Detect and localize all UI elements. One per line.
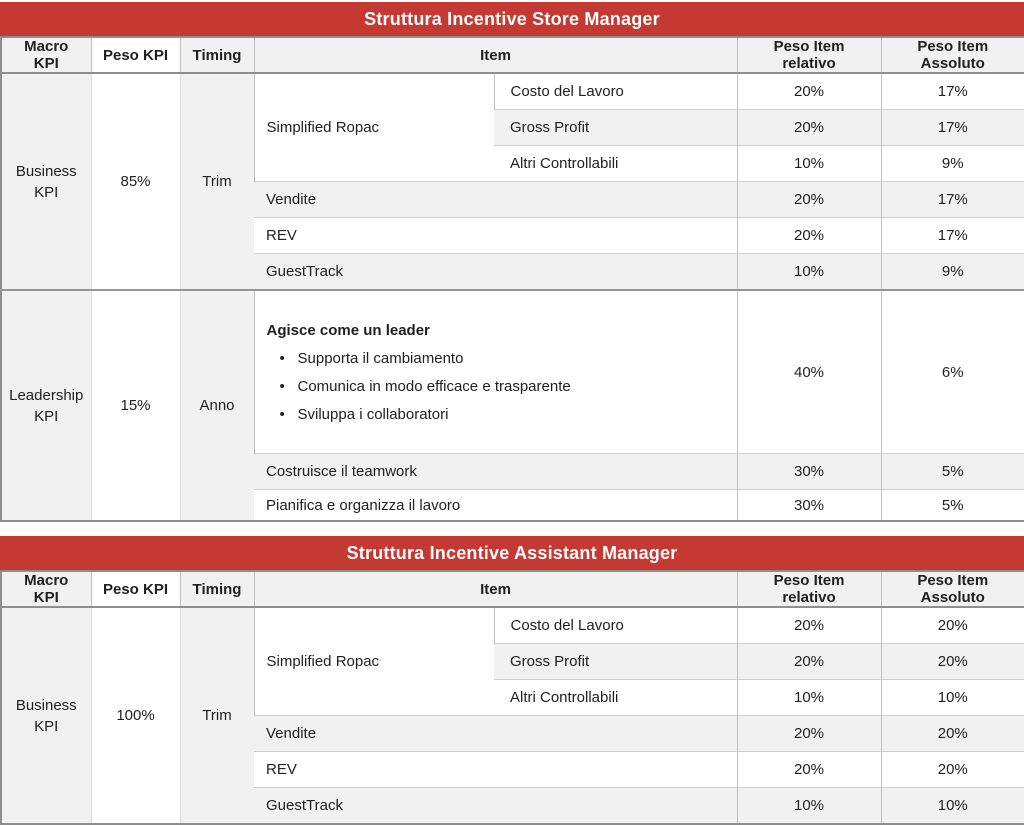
table-row: REV 20% 20%	[1, 751, 1024, 788]
table-row: Vendite 20% 17%	[1, 181, 1024, 218]
peso-assoluto-cell: 5%	[880, 453, 1024, 490]
item-cell: REV	[254, 217, 737, 254]
column-header-peso-item-relativo: Peso Item relativo	[736, 571, 881, 608]
table-row: REV 20% 17%	[1, 217, 1024, 254]
peso-assoluto-cell: 10%	[880, 787, 1024, 824]
column-header-timing: Timing	[179, 37, 254, 74]
peso-assoluto-cell: 17%	[880, 181, 1024, 218]
table-row: Altri Controllabili 10% 9%	[1, 145, 1024, 182]
peso-assoluto-cell: 17%	[880, 72, 1024, 110]
sub-item-cell: Gross Profit	[494, 109, 737, 146]
column-header-timing: Timing	[179, 571, 254, 608]
sub-item-cell: Gross Profit	[494, 643, 737, 680]
peso-relativo-cell: 10%	[736, 253, 881, 290]
peso-relativo-cell: 10%	[736, 679, 881, 716]
peso-kpi-cell: 15%	[90, 289, 180, 521]
timing-cell: Trim	[179, 72, 254, 290]
peso-relativo-cell: 20%	[736, 109, 881, 146]
item-cell: Pianifica e organizza il lavoro	[254, 489, 737, 521]
store-manager-table: Struttura Incentive Store Manager Macro …	[0, 2, 1024, 522]
leader-item-title: Agisce come un leader	[266, 321, 430, 339]
table-title: Struttura Incentive Assistant Manager	[346, 542, 678, 563]
table-row: Altri Controllabili 10% 10%	[1, 679, 1024, 716]
header-row: Macro KPI Peso KPI Timing Item Peso Item…	[1, 571, 1024, 608]
macro-kpi-cell: Leadership KPI	[1, 289, 91, 521]
macro-kpi-cell: Business KPI	[1, 606, 91, 824]
leader-bullet: Sviluppa i collaboratori	[267, 406, 725, 423]
peso-relativo-cell: 30%	[736, 453, 881, 490]
leader-bullet: Supporta il cambiamento	[267, 350, 725, 367]
table-row-leadership: Leadership KPI 15% Anno Agisce come un l…	[1, 289, 1024, 521]
store-manager-title-banner: Struttura Incentive Store Manager	[0, 2, 1024, 36]
sub-item-cell: Costo del Lavoro	[493, 72, 737, 110]
peso-relativo-cell: 20%	[736, 606, 881, 644]
table-row: Business KPI 100% Trim Simplified Ropac …	[1, 606, 1024, 824]
item-cell: Vendite	[254, 715, 737, 752]
item-group-cell: Simplified Ropac	[253, 72, 494, 182]
peso-relativo-cell: 20%	[736, 643, 881, 680]
peso-relativo-cell: 20%	[736, 217, 881, 254]
column-header-peso-kpi: Peso KPI	[90, 571, 180, 608]
leader-bullet-list: Supporta il cambiamento Comunica in modo…	[267, 350, 725, 423]
peso-assoluto-cell: 20%	[880, 715, 1024, 752]
column-header-peso-kpi: Peso KPI	[90, 37, 180, 74]
peso-assoluto-cell: 20%	[880, 643, 1024, 680]
leader-item-cell: Agisce come un leader Supporta il cambia…	[253, 289, 737, 454]
peso-assoluto-cell: 17%	[880, 217, 1024, 254]
column-header-peso-item-assoluto: Peso Item Assoluto	[880, 37, 1024, 74]
peso-kpi-cell: 85%	[90, 72, 180, 290]
peso-assoluto-cell: 9%	[880, 145, 1024, 182]
column-header-peso-item-relativo: Peso Item relativo	[736, 37, 881, 74]
table-row: Gross Profit 20% 17%	[1, 109, 1024, 146]
column-header-item: Item	[253, 571, 737, 608]
assistant-manager-grid: Macro KPI Peso KPI Timing Item Peso Item…	[0, 570, 1024, 825]
item-cell: GuestTrack	[254, 253, 737, 290]
item-cell: Costruisce il teamwork	[254, 453, 737, 490]
assistant-manager-title-banner: Struttura Incentive Assistant Manager	[0, 536, 1024, 570]
peso-relativo-cell: 10%	[736, 787, 881, 824]
peso-assoluto-cell: 9%	[880, 253, 1024, 290]
peso-relativo-cell: 30%	[736, 489, 881, 521]
sub-item-cell: Altri Controllabili	[494, 145, 737, 182]
peso-relativo-cell: 20%	[736, 181, 881, 218]
column-header-peso-item-assoluto: Peso Item Assoluto	[880, 571, 1024, 608]
item-cell: REV	[254, 751, 737, 788]
peso-relativo-cell: 20%	[736, 72, 881, 110]
column-header-macro-kpi: Macro KPI	[1, 37, 91, 74]
peso-assoluto-cell: 20%	[880, 606, 1024, 644]
table-row: Gross Profit 20% 20%	[1, 643, 1024, 680]
header-row: Macro KPI Peso KPI Timing Item Peso Item…	[1, 37, 1024, 74]
table-row: Pianifica e organizza il lavoro 30% 5%	[1, 489, 1024, 521]
leader-bullet: Comunica in modo efficace e trasparente	[267, 378, 725, 395]
item-cell: Vendite	[254, 181, 737, 218]
peso-assoluto-cell: 17%	[880, 109, 1024, 146]
column-header-macro-kpi: Macro KPI	[1, 571, 91, 608]
sub-item-cell: Altri Controllabili	[494, 679, 737, 716]
peso-assoluto-cell: 6%	[880, 289, 1024, 454]
table-row: GuestTrack 10% 9%	[1, 253, 1024, 290]
column-header-item: Item	[253, 37, 737, 74]
sub-item-cell: Costo del Lavoro	[493, 606, 737, 644]
item-cell: GuestTrack	[254, 787, 737, 824]
peso-assoluto-cell: 20%	[880, 751, 1024, 788]
table-row: Vendite 20% 20%	[1, 715, 1024, 752]
table-row: Costruisce il teamwork 30% 5%	[1, 453, 1024, 490]
table-row: Business KPI 85% Trim Simplified Ropac C…	[1, 72, 1024, 290]
peso-relativo-cell: 40%	[736, 289, 881, 454]
peso-kpi-cell: 100%	[90, 606, 180, 824]
table-title: Struttura Incentive Store Manager	[364, 8, 660, 29]
assistant-manager-table: Struttura Incentive Assistant Manager Ma…	[0, 536, 1024, 825]
timing-cell: Anno	[179, 289, 254, 521]
item-group-cell: Simplified Ropac	[253, 606, 494, 716]
timing-cell: Trim	[179, 606, 254, 824]
macro-kpi-cell: Business KPI	[1, 72, 91, 290]
peso-assoluto-cell: 10%	[880, 679, 1024, 716]
peso-relativo-cell: 20%	[736, 751, 881, 788]
peso-assoluto-cell: 5%	[880, 489, 1024, 521]
store-manager-grid: Macro KPI Peso KPI Timing Item Peso Item…	[0, 36, 1024, 522]
peso-relativo-cell: 20%	[736, 715, 881, 752]
peso-relativo-cell: 10%	[736, 145, 881, 182]
